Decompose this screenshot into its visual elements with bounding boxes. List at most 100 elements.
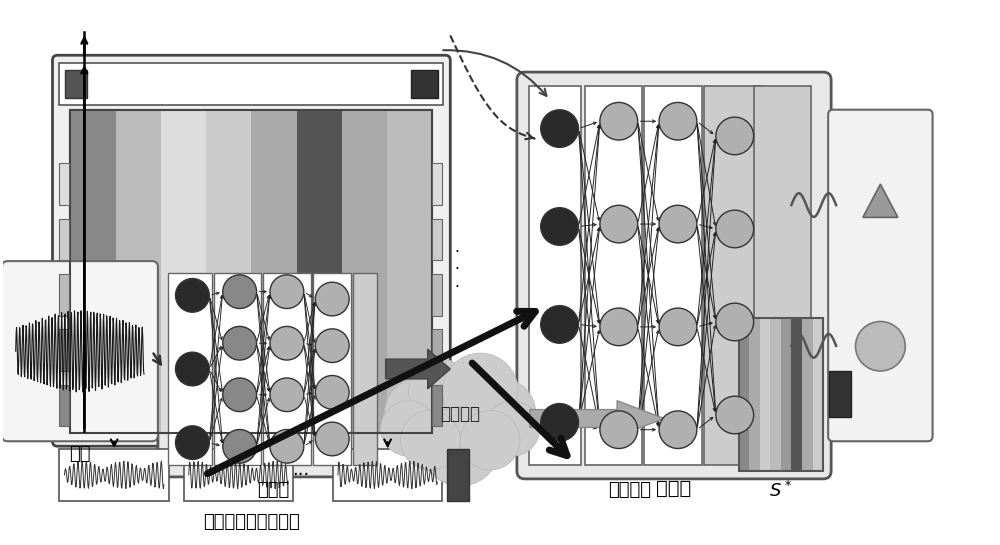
Circle shape — [409, 359, 472, 422]
Circle shape — [716, 210, 754, 248]
Circle shape — [600, 308, 638, 346]
Bar — [781, 318, 791, 471]
Bar — [342, 110, 387, 433]
Bar — [432, 329, 442, 371]
Bar — [263, 273, 311, 465]
Circle shape — [484, 401, 540, 456]
Bar — [161, 110, 206, 433]
Bar — [829, 371, 851, 417]
Circle shape — [600, 205, 638, 243]
Circle shape — [401, 410, 460, 470]
FancyBboxPatch shape — [517, 72, 831, 479]
Bar — [59, 63, 443, 105]
FancyBboxPatch shape — [828, 110, 933, 441]
Bar — [116, 110, 161, 433]
Bar — [644, 86, 702, 465]
Bar — [70, 110, 432, 433]
Circle shape — [315, 329, 349, 362]
Bar — [206, 110, 251, 433]
Bar — [70, 110, 116, 433]
Circle shape — [176, 352, 209, 386]
Text: 判别器: 判别器 — [656, 479, 692, 498]
Circle shape — [600, 411, 638, 449]
Circle shape — [270, 326, 304, 360]
Text: 数据重构: 数据重构 — [608, 481, 651, 499]
Circle shape — [659, 205, 697, 243]
Text: $S^*$: $S^*$ — [769, 481, 792, 501]
Bar — [585, 86, 642, 465]
Bar — [770, 318, 781, 471]
Circle shape — [541, 110, 579, 147]
Circle shape — [223, 429, 257, 463]
Circle shape — [385, 378, 456, 449]
Circle shape — [716, 396, 754, 434]
Bar — [754, 86, 811, 465]
Text: 生成数据: 生成数据 — [440, 404, 480, 422]
Circle shape — [270, 275, 304, 308]
Bar — [59, 219, 69, 260]
Bar — [432, 385, 442, 426]
Bar — [704, 86, 762, 465]
FancyBboxPatch shape — [53, 55, 450, 446]
Bar — [59, 163, 69, 205]
Bar — [214, 273, 261, 465]
Circle shape — [315, 376, 349, 409]
Bar — [168, 273, 212, 465]
Circle shape — [659, 102, 697, 140]
Bar — [432, 219, 442, 260]
Circle shape — [270, 429, 304, 463]
Circle shape — [420, 407, 500, 486]
Polygon shape — [386, 349, 450, 389]
Bar — [59, 449, 169, 501]
Bar — [70, 110, 432, 433]
Circle shape — [411, 369, 510, 468]
Bar — [813, 318, 823, 471]
Bar — [184, 449, 293, 501]
Bar — [353, 273, 377, 465]
Bar — [802, 318, 813, 471]
Bar — [59, 385, 69, 426]
Circle shape — [541, 208, 579, 245]
Circle shape — [315, 422, 349, 456]
Circle shape — [541, 306, 579, 343]
Bar — [59, 274, 69, 316]
Circle shape — [381, 401, 436, 456]
Circle shape — [659, 411, 697, 449]
Bar — [59, 329, 69, 371]
Bar — [432, 163, 442, 205]
Bar — [313, 273, 351, 465]
Circle shape — [716, 117, 754, 155]
Circle shape — [223, 275, 257, 308]
Bar — [411, 70, 438, 98]
Bar — [297, 110, 342, 433]
Circle shape — [223, 378, 257, 411]
Text: 序列化后的真实数据: 序列化后的真实数据 — [203, 512, 300, 530]
Bar — [65, 70, 87, 98]
Circle shape — [541, 403, 579, 441]
Circle shape — [460, 410, 520, 470]
Bar — [333, 449, 442, 501]
Bar — [432, 274, 442, 316]
Bar — [760, 318, 770, 471]
FancyBboxPatch shape — [2, 261, 158, 441]
Circle shape — [223, 326, 257, 360]
Text: ···: ··· — [292, 466, 310, 484]
Circle shape — [176, 278, 209, 312]
Bar — [447, 449, 469, 501]
Text: 生成器: 生成器 — [257, 481, 289, 499]
Bar — [529, 86, 581, 465]
Circle shape — [176, 426, 209, 459]
Circle shape — [442, 353, 518, 428]
Circle shape — [856, 322, 905, 371]
Circle shape — [270, 378, 304, 411]
Polygon shape — [863, 184, 898, 217]
Circle shape — [464, 378, 536, 449]
Bar — [749, 318, 760, 471]
Bar — [739, 318, 823, 471]
Circle shape — [716, 303, 754, 341]
Polygon shape — [530, 401, 664, 437]
Bar — [739, 318, 749, 471]
Bar — [251, 110, 297, 433]
Text: ·
·
·: · · · — [455, 245, 460, 295]
Text: 噪音: 噪音 — [69, 445, 91, 463]
